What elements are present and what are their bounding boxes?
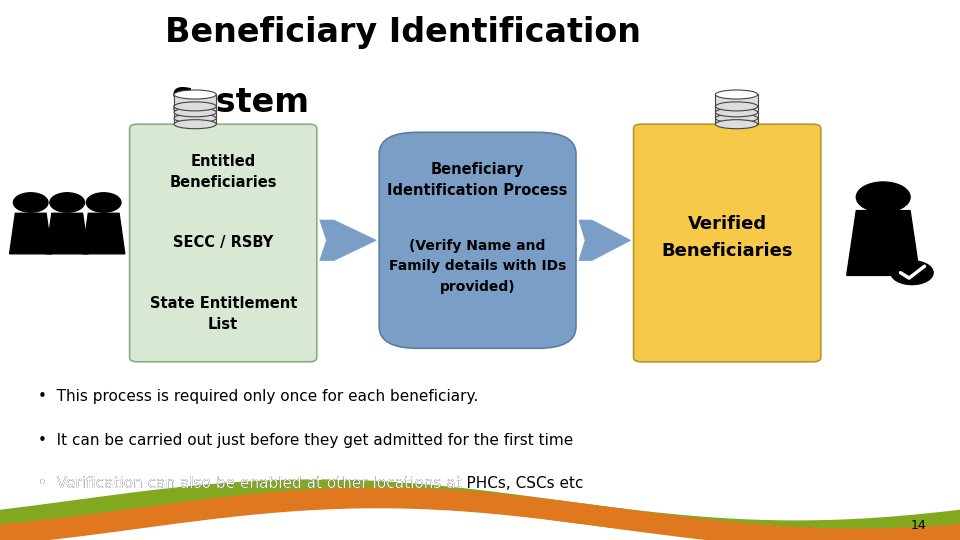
FancyBboxPatch shape xyxy=(130,124,317,362)
Polygon shape xyxy=(46,213,88,254)
Ellipse shape xyxy=(715,108,757,117)
Text: Beneficiary
Identification Process: Beneficiary Identification Process xyxy=(388,162,567,198)
Text: 14: 14 xyxy=(911,519,926,532)
Text: •  Verification can also be enabled at other locations at PHCs, CSCs etc: • Verification can also be enabled at ot… xyxy=(38,476,584,491)
Text: SECC / RSBY: SECC / RSBY xyxy=(173,235,274,251)
Text: Verified
Beneficiaries: Verified Beneficiaries xyxy=(661,215,793,260)
Bar xyxy=(715,94,757,124)
Ellipse shape xyxy=(715,114,757,123)
Text: System: System xyxy=(171,86,309,119)
Text: (Verify Name and
Family details with IDs
provided): (Verify Name and Family details with IDs… xyxy=(389,239,566,294)
Ellipse shape xyxy=(174,120,216,129)
Polygon shape xyxy=(320,220,376,260)
Polygon shape xyxy=(579,220,631,260)
Bar xyxy=(174,94,216,124)
Polygon shape xyxy=(83,213,125,254)
Polygon shape xyxy=(847,211,920,275)
Ellipse shape xyxy=(715,120,757,129)
Circle shape xyxy=(13,193,48,212)
Text: Beneficiary Identification: Beneficiary Identification xyxy=(165,16,641,49)
Text: •  Verification can also be enabled at other locations at: • Verification can also be enabled at ot… xyxy=(38,476,467,491)
Ellipse shape xyxy=(174,114,216,123)
Ellipse shape xyxy=(715,102,757,111)
Ellipse shape xyxy=(715,90,757,99)
Polygon shape xyxy=(10,213,52,254)
FancyBboxPatch shape xyxy=(379,132,576,348)
Ellipse shape xyxy=(174,90,216,99)
Circle shape xyxy=(86,193,121,212)
Text: State Entitlement
List: State Entitlement List xyxy=(150,296,297,332)
Text: Entitled
Beneficiaries: Entitled Beneficiaries xyxy=(170,154,276,190)
Text: •  This process is required only once for each beneficiary.: • This process is required only once for… xyxy=(38,389,479,404)
FancyBboxPatch shape xyxy=(634,124,821,362)
Circle shape xyxy=(891,261,933,285)
Circle shape xyxy=(856,182,910,212)
Ellipse shape xyxy=(174,108,216,117)
Ellipse shape xyxy=(174,102,216,111)
Circle shape xyxy=(50,193,84,212)
Text: •  It can be carried out just before they get admitted for the first time: • It can be carried out just before they… xyxy=(38,433,574,448)
